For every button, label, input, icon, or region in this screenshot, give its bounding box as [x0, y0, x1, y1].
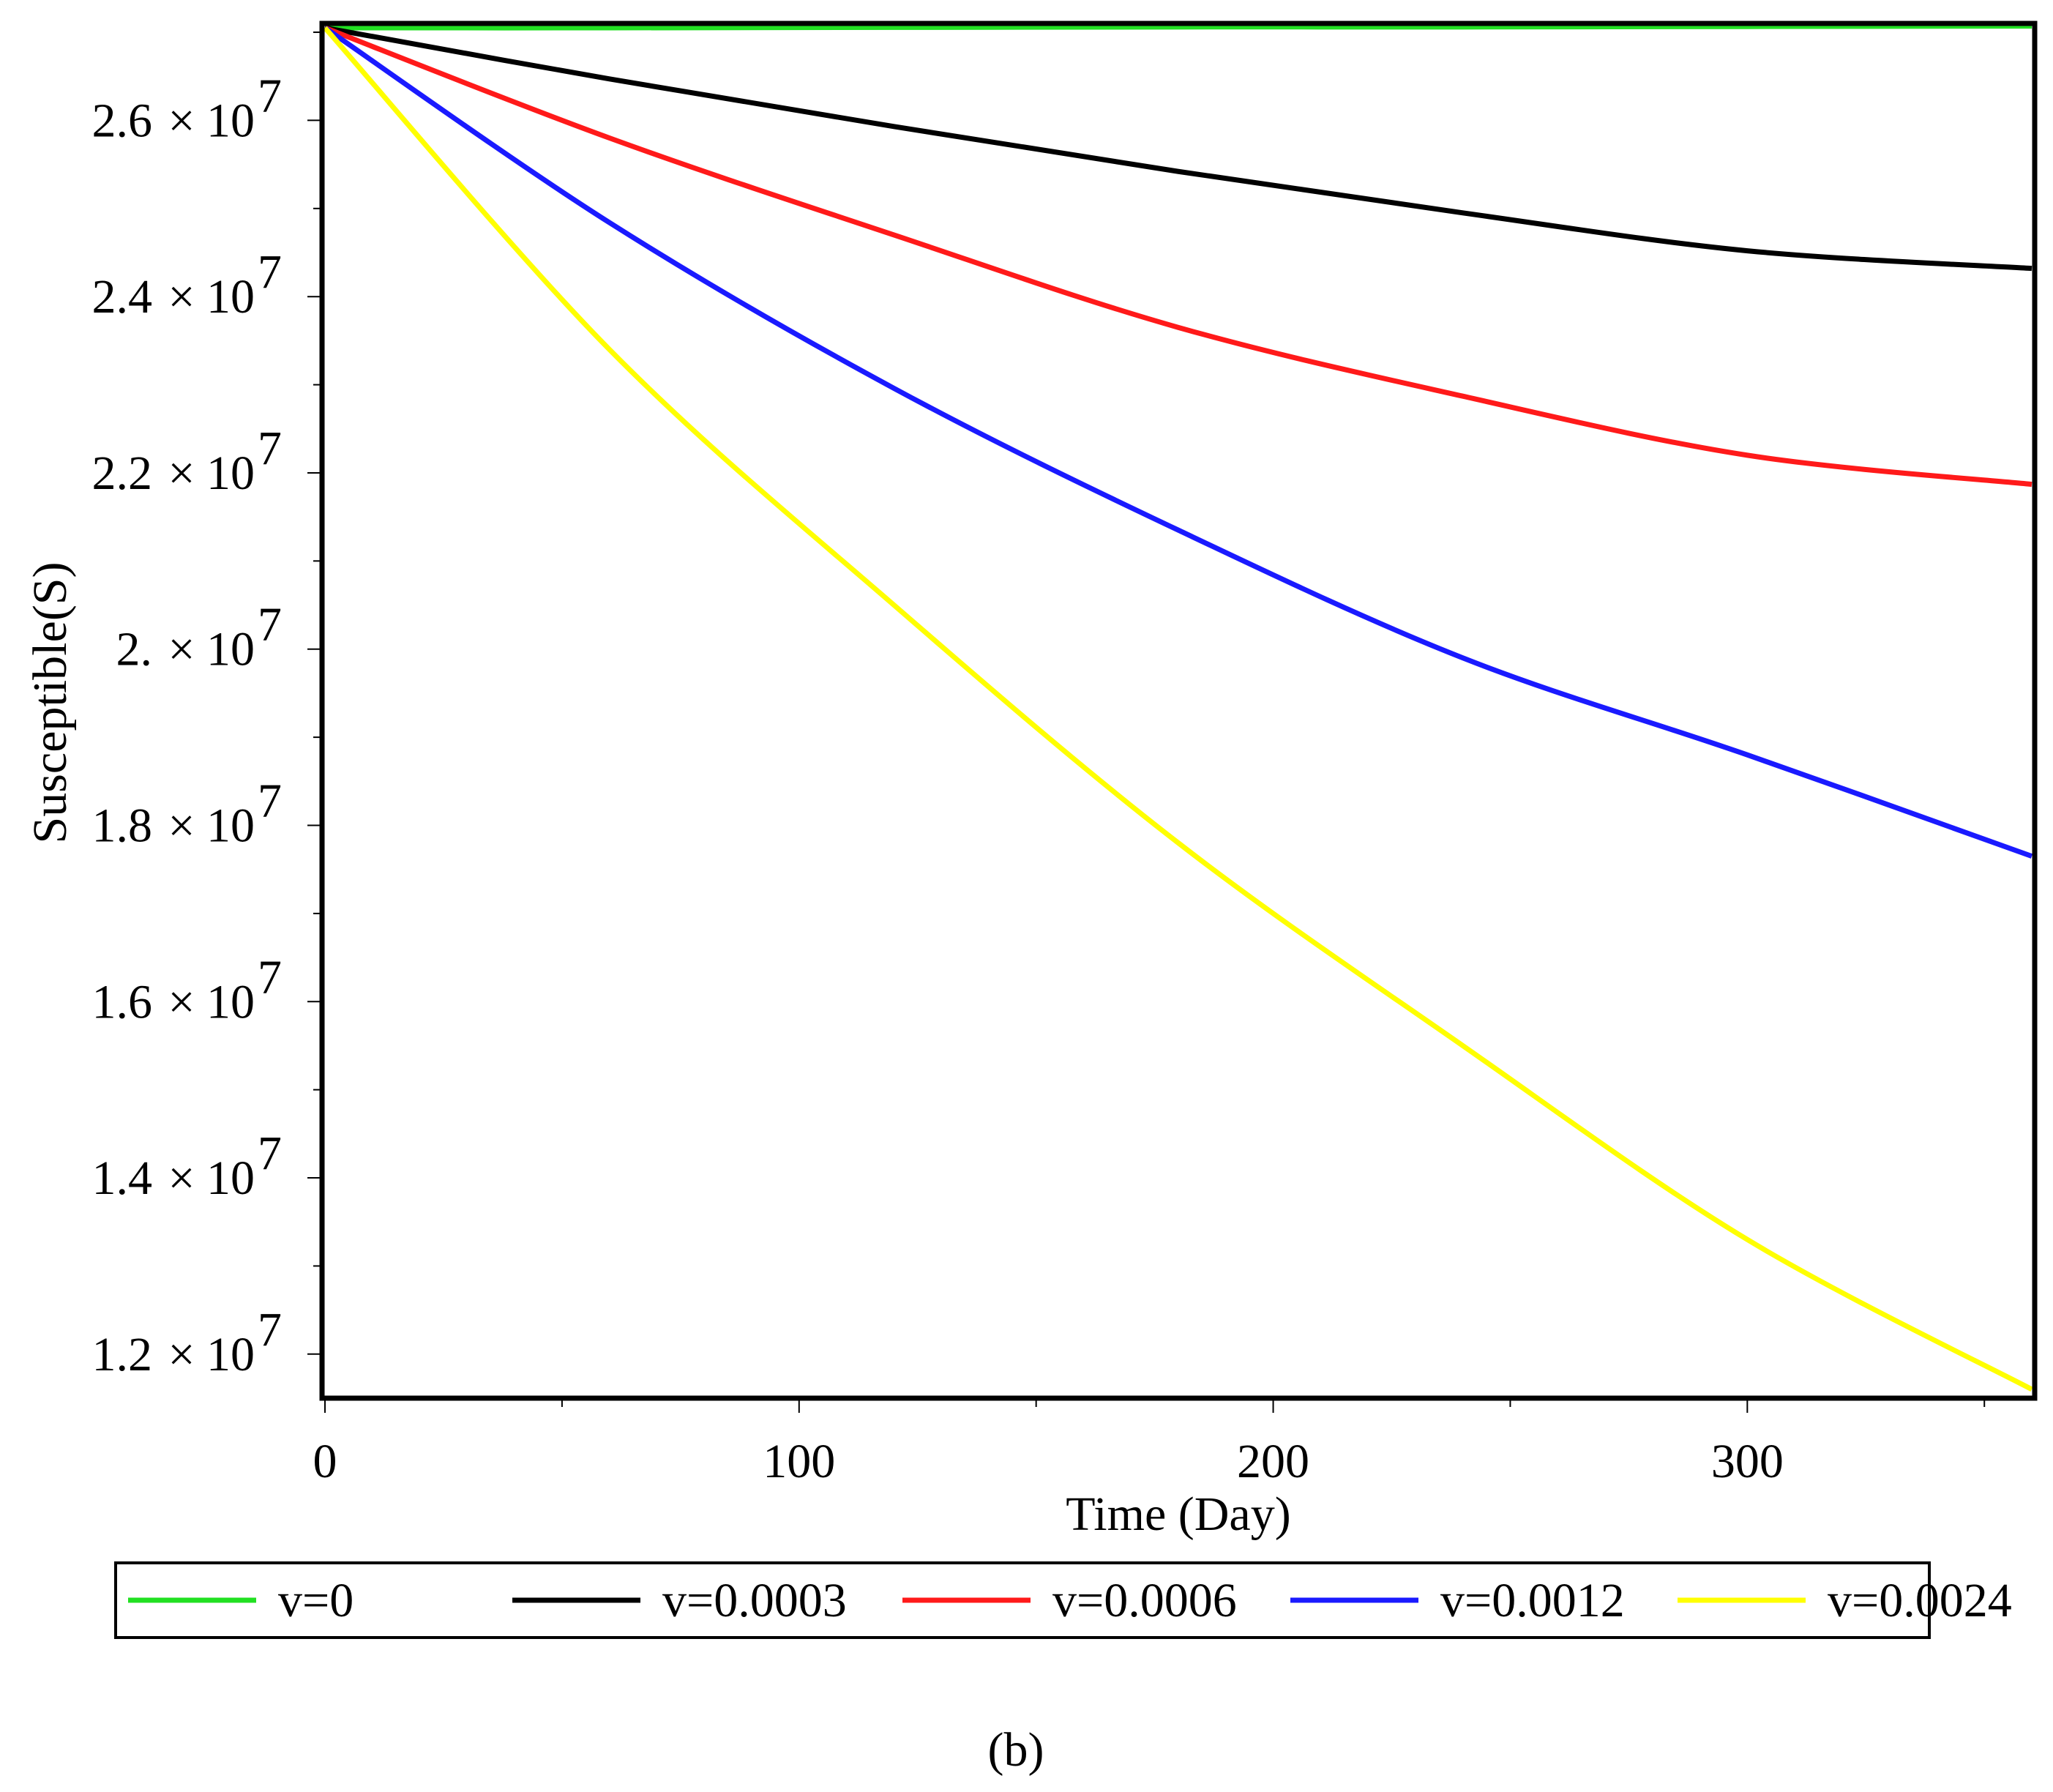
series-line-4 — [323, 26, 2033, 1392]
y-tick-exponent: 7 — [258, 69, 282, 122]
y-tick-mantissa: 1.8 — [92, 799, 153, 853]
y-tick-base: 10 — [206, 270, 255, 324]
y-tick-label: 1.2 × 10 7 — [92, 1303, 283, 1381]
y-tick-label: 1.8 × 10 7 — [92, 774, 283, 853]
legend-label-1: v=0.0003 — [662, 1574, 847, 1627]
x-axis-title: Time (Day) — [1066, 1487, 1290, 1541]
y-tick-base: 10 — [206, 1151, 255, 1205]
y-tick-base: 10 — [206, 1328, 255, 1381]
y-tick-base: 10 — [206, 799, 255, 853]
y-axis-title: Susceptible(S) — [23, 562, 77, 844]
y-tick-base: 10 — [206, 447, 255, 500]
x-tick-label: 100 — [763, 1435, 835, 1488]
y-tick-mantissa: 1.2 — [92, 1328, 153, 1381]
y-tick-exponent: 7 — [258, 1127, 282, 1180]
x-tick-labels: 0 100 200 300 — [313, 1435, 1784, 1488]
y-tick-mantissa: 2.4 — [92, 270, 153, 324]
y-tick-exponent: 7 — [258, 774, 282, 828]
x-tick-label: 200 — [1237, 1435, 1309, 1488]
y-tick-base: 10 — [206, 94, 255, 147]
legend-label-3: v=0.0012 — [1440, 1574, 1625, 1627]
legend-label-4: v=0.0024 — [1828, 1574, 2012, 1627]
y-tick-times: × — [168, 447, 195, 500]
y-tick-times: × — [168, 94, 195, 147]
y-tick-label: 1.6 × 10 7 — [92, 950, 283, 1028]
series-line-0 — [324, 23, 2033, 31]
y-tick-label: 2.6 × 10 7 — [92, 69, 283, 147]
y-tick-exponent: 7 — [258, 598, 282, 652]
y-tick-times: × — [168, 975, 195, 1028]
series-line-2 — [324, 25, 2033, 488]
legend-label-0: v=0 — [278, 1574, 354, 1627]
axis-ticks — [307, 31, 1986, 1413]
y-tick-exponent: 7 — [258, 422, 282, 475]
y-tick-mantissa: 2. — [116, 623, 153, 676]
y-tick-base: 10 — [206, 975, 255, 1028]
plot-frame — [319, 20, 2038, 1401]
series-line-1 — [324, 25, 2033, 272]
y-tick-mantissa: 2.2 — [92, 447, 153, 500]
series-layer — [323, 23, 2033, 1392]
y-tick-mantissa: 1.6 — [92, 975, 153, 1028]
figure-caption: (b) — [988, 1723, 1044, 1777]
y-tick-exponent: 7 — [258, 245, 282, 299]
y-tick-label: 2.4 × 10 7 — [92, 245, 283, 324]
y-tick-mantissa: 1.4 — [92, 1151, 153, 1205]
y-tick-times: × — [168, 799, 195, 853]
legend-label-2: v=0.0006 — [1052, 1574, 1237, 1627]
series-line-3 — [324, 26, 2033, 859]
y-tick-exponent: 7 — [258, 1303, 282, 1356]
y-tick-mantissa: 2.6 — [92, 94, 153, 147]
legend: v=0 v=0.0003 v=0.0006 v=0.0012 v=0.0024 — [114, 1561, 2012, 1639]
y-tick-times: × — [168, 1328, 195, 1381]
y-tick-label: 2.2 × 10 7 — [92, 422, 283, 500]
x-tick-label: 0 — [313, 1435, 337, 1488]
y-tick-times: × — [168, 623, 195, 676]
y-tick-label: 1.4 × 10 7 — [92, 1127, 283, 1205]
y-tick-label: 2. × 10 7 — [116, 598, 283, 676]
y-tick-times: × — [168, 1151, 195, 1205]
legend-frame — [114, 1561, 1931, 1639]
y-tick-labels: 1.2 × 10 71.4 × 10 71.6 × 10 71.8 × 10 72. × 10 72.2 × 10… — [92, 69, 283, 1381]
x-tick-label: 300 — [1711, 1435, 1784, 1488]
y-tick-times: × — [168, 270, 195, 324]
y-tick-base: 10 — [206, 623, 255, 676]
y-tick-exponent: 7 — [258, 950, 282, 1004]
